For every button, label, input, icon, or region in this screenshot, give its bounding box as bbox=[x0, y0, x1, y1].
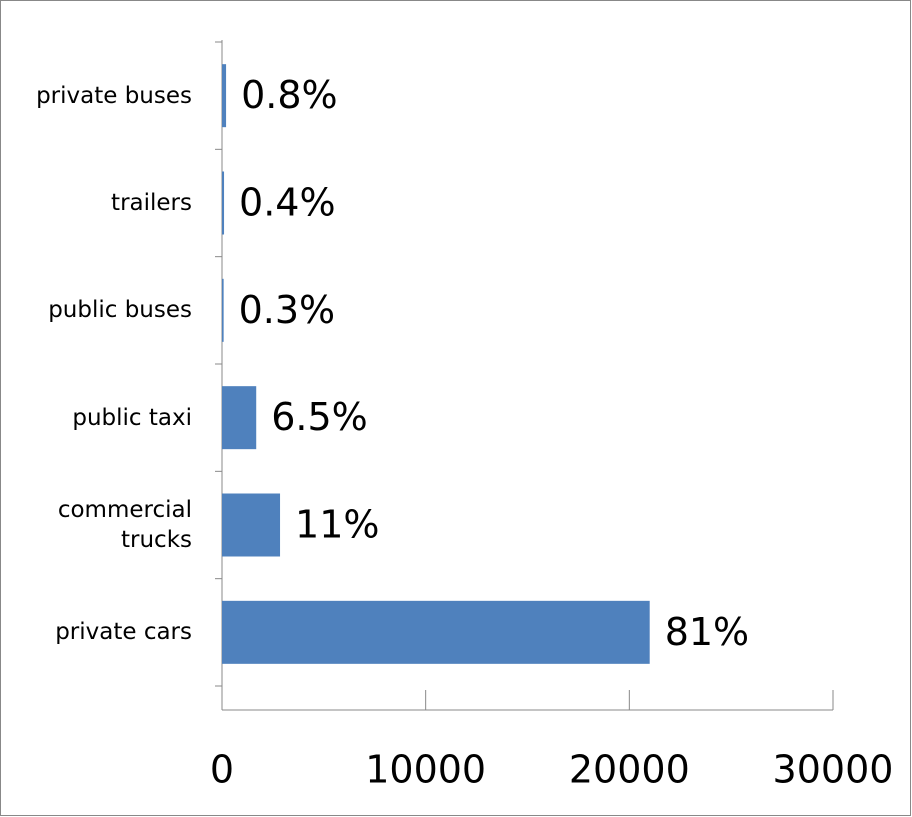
data-label: 81% bbox=[665, 610, 749, 654]
x-tick-label: 10000 bbox=[365, 748, 486, 792]
category-label: public buses bbox=[48, 297, 192, 324]
data-label: 11% bbox=[295, 503, 379, 547]
category-label: trailers bbox=[111, 190, 192, 216]
data-label: 0.3% bbox=[239, 288, 336, 332]
bar bbox=[222, 64, 227, 128]
x-tick-label: 0 bbox=[210, 748, 234, 792]
data-label: 0.8% bbox=[241, 73, 338, 117]
data-label: 0.4% bbox=[239, 181, 336, 225]
data-label: 6.5% bbox=[271, 395, 368, 439]
x-tick-label: 20000 bbox=[569, 748, 690, 792]
bar bbox=[222, 171, 225, 235]
category-label: commercial trucks bbox=[57, 497, 192, 553]
x-tick-label: 30000 bbox=[773, 748, 894, 792]
bar bbox=[222, 278, 224, 342]
bar bbox=[222, 386, 257, 450]
category-label: private cars bbox=[55, 619, 192, 646]
category-label: private buses bbox=[36, 82, 192, 109]
category-label: public taxi bbox=[72, 404, 192, 431]
bar bbox=[222, 493, 281, 557]
bar bbox=[222, 600, 650, 664]
